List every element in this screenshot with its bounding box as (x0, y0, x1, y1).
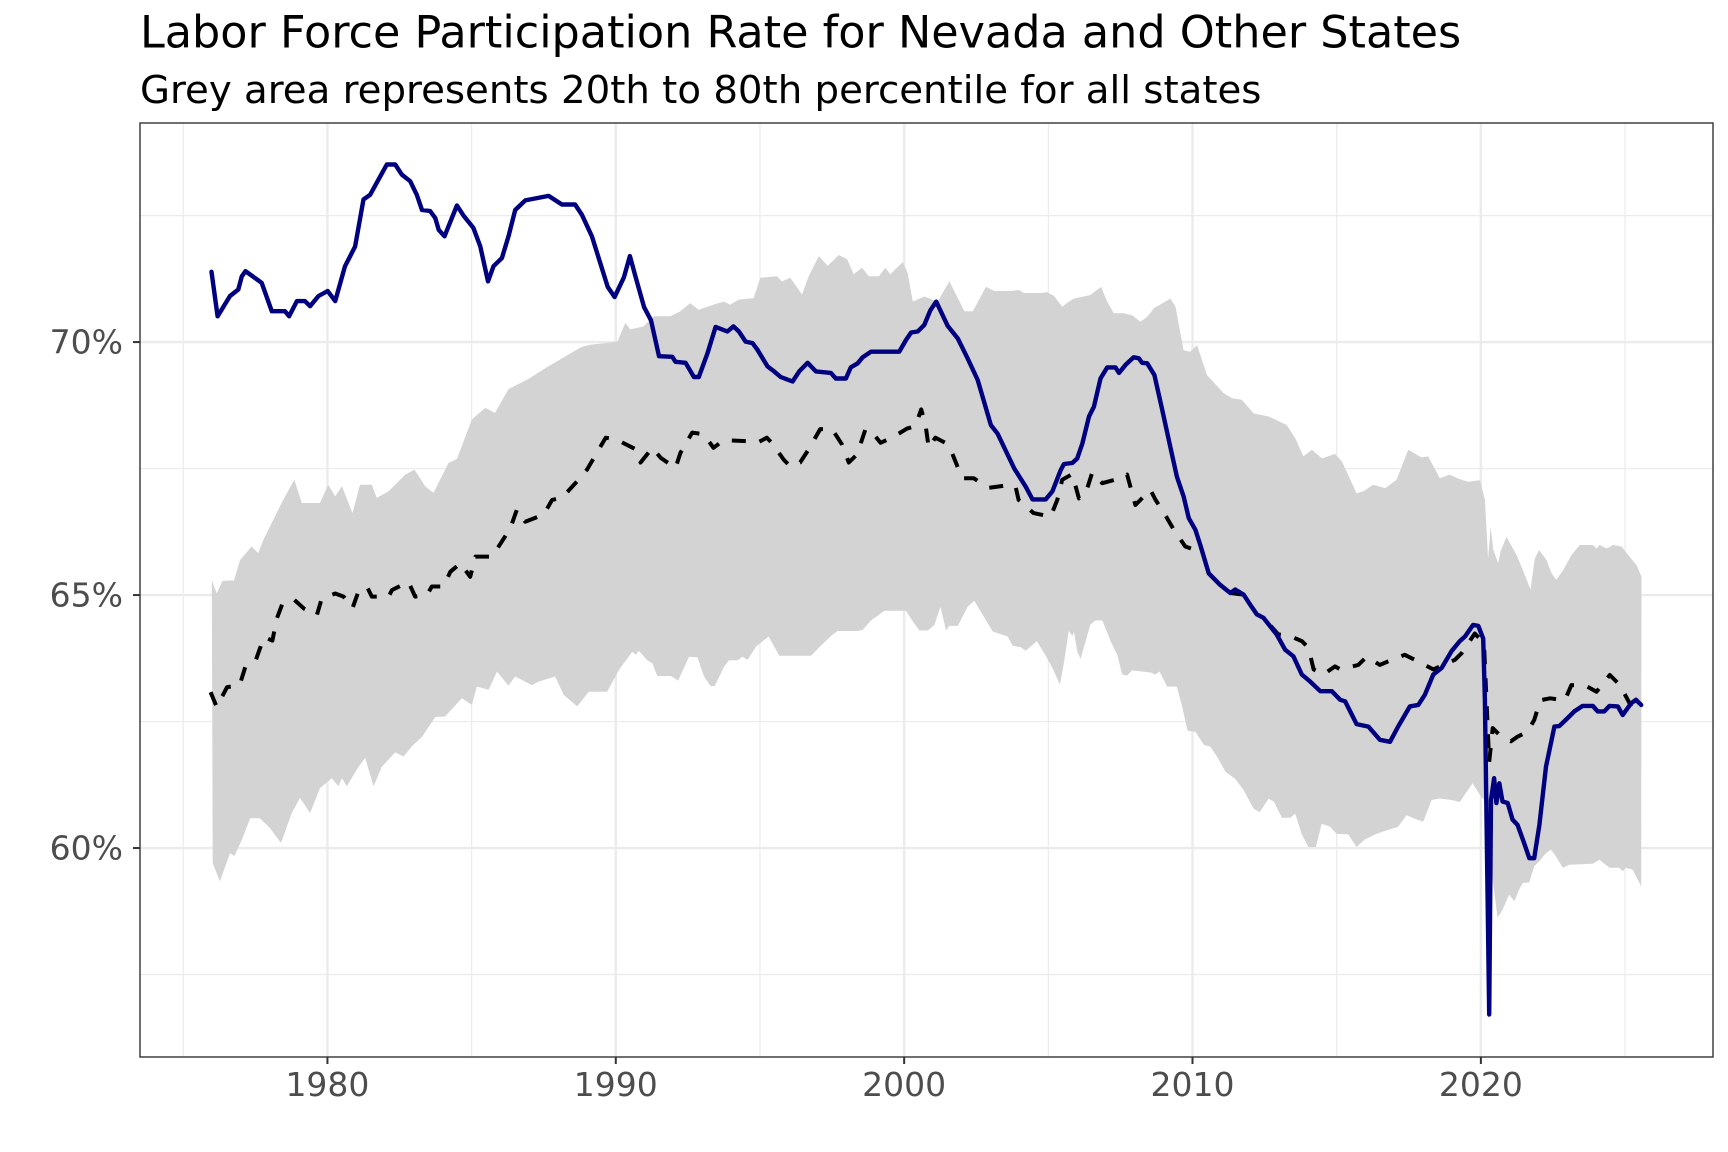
y-tick-label: 65% (50, 576, 123, 615)
nevada-line (209, 162, 1644, 1017)
y-tick-label: 70% (50, 323, 123, 362)
y-axis: 60% 65% 70% (50, 323, 140, 868)
x-tick-label: 2010 (1151, 1065, 1235, 1104)
chart-title: Labor Force Participation Rate for Nevad… (140, 8, 1461, 59)
percentile-band-layer (211, 255, 1642, 918)
series-lines-layer (208, 162, 1644, 1017)
percentile-band-20-80 (211, 255, 1642, 918)
panel-border (139, 122, 1714, 1058)
plot-panel (139, 122, 1714, 1058)
x-tick-label: 1980 (285, 1065, 369, 1104)
median-line (208, 407, 1642, 764)
y-tick-label: 60% (50, 829, 123, 868)
x-axis: 1980 1990 2000 2010 2020 (285, 1057, 1523, 1104)
chart-subtitle: Grey area represents 20th to 80th percen… (140, 68, 1261, 113)
x-tick-label: 1990 (574, 1065, 658, 1104)
x-tick-label: 2020 (1439, 1065, 1523, 1104)
x-tick-label: 2000 (862, 1065, 946, 1104)
